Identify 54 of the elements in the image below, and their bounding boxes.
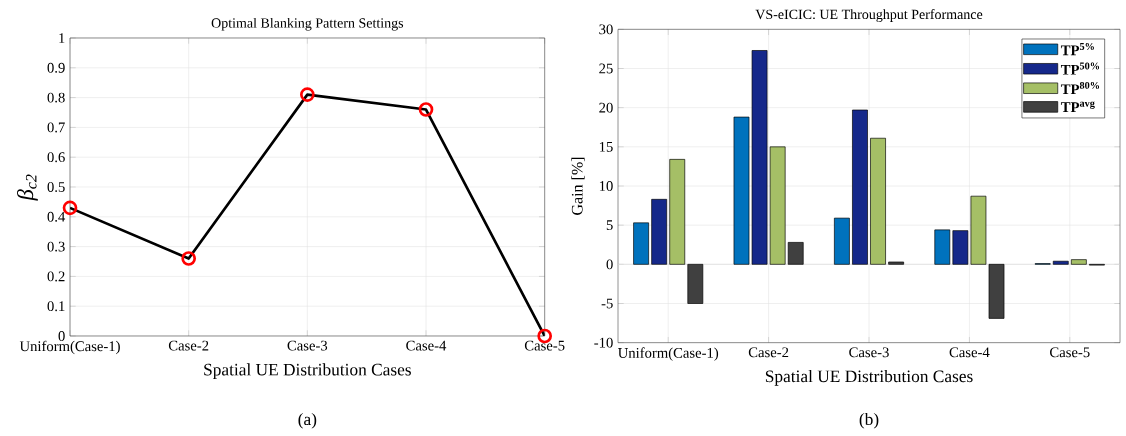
y-tick-label: -10 (594, 337, 613, 348)
y-axis-title: Gain [%] (571, 157, 585, 215)
y-tick-label: 0.6 (47, 152, 65, 163)
x-tick-label: Uniform(Case-1) (19, 340, 120, 355)
y-tick-label: 0.2 (47, 271, 65, 282)
y-tick-label: 0.1 (47, 301, 65, 312)
y-tick-label: 10 (599, 181, 613, 191)
y-tick-label: 0.4 (47, 211, 66, 222)
x-tick-label: Case-2 (168, 340, 209, 351)
y-tick-label: 30 (599, 24, 613, 35)
bar (687, 264, 704, 304)
chart-title: VS-eICIC: UE Throughput Performance (755, 9, 983, 22)
y-axis-title: β$_{c2}$ (17, 174, 38, 201)
y-tick-label: 15 (599, 141, 613, 152)
y-tick-label: 0.5 (47, 182, 65, 192)
text: (a) (298, 412, 317, 429)
legend-label: TP$^{50%}$ (1060, 62, 1100, 75)
x-axis-title: Spatial UE Distribution Cases (765, 369, 973, 386)
y-tick-label: 25 (599, 63, 613, 74)
y-tick-label: 0.9 (47, 62, 65, 73)
y-tick-label: 5 (606, 220, 613, 231)
bar (669, 159, 686, 265)
bar (1070, 259, 1087, 265)
y-tick-label: 0 (58, 331, 65, 341)
x-tick-label: Case-5 (1050, 347, 1090, 358)
y-tick-label: 0.3 (47, 241, 65, 252)
bar (870, 137, 886, 265)
bar (651, 198, 668, 265)
x-tick-label: Case-3 (287, 340, 328, 351)
x-tick-label: Case-2 (748, 347, 789, 358)
bar (934, 229, 951, 265)
bar (834, 217, 850, 265)
bar (633, 222, 649, 265)
legend-label: TP$^{avg}$ (1060, 101, 1095, 112)
x-tick-label: Case-5 (524, 340, 565, 351)
y-tick-label: 0.8 (47, 92, 65, 103)
bar (852, 109, 868, 265)
y-tick-label: 0.7 (47, 122, 65, 133)
x-tick-label: Case-4 (949, 347, 990, 358)
legend-label: TP$^{80%}$ (1060, 81, 1100, 95)
legend-label: TP$^{5%}$ (1060, 42, 1094, 56)
x-tick-label: Case-4 (406, 340, 447, 351)
x-axis-title: Spatial UE Distribution Cases (204, 363, 411, 380)
y-tick-label: 1 (59, 33, 65, 43)
bar (1052, 260, 1069, 265)
x-tick-label: Case-3 (849, 347, 889, 358)
text: (b) (859, 412, 879, 429)
y-tick-label: 20 (599, 102, 613, 113)
y-tick-label: -5 (601, 298, 613, 309)
y-tick-label: 0 (606, 259, 613, 270)
x-tick-label: Uniform(Case-1) (618, 347, 719, 361)
bar (888, 261, 904, 265)
bar (787, 242, 804, 265)
chart-title: Optimal Blanking Pattern Settings (211, 17, 404, 31)
